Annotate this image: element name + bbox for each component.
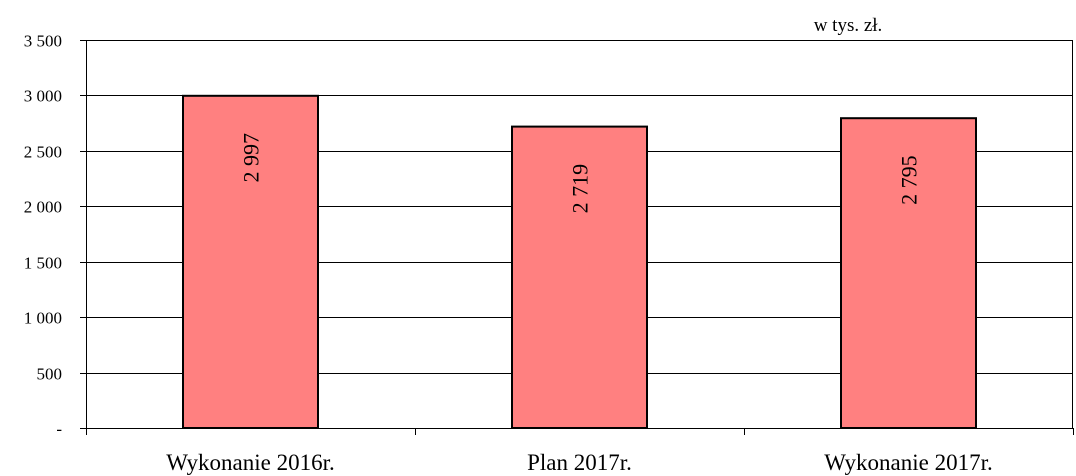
bar-value-label: 2 795 — [897, 155, 922, 205]
bars — [182, 94, 977, 430]
y-tick-label: 2 000 — [24, 198, 62, 217]
y-tick-label: 1 500 — [24, 254, 62, 273]
y-tick-label: 2 500 — [24, 143, 62, 162]
axes — [86, 40, 1074, 435]
bar-value-label: 2 997 — [239, 133, 264, 183]
bar — [511, 125, 648, 429]
y-tick-label: 1 000 — [24, 309, 62, 328]
y-tick-label: 500 — [37, 365, 63, 384]
unit-label: w tys. zł. — [814, 15, 883, 36]
y-tick-label: 3 500 — [24, 32, 62, 51]
bar-value-label: 2 719 — [568, 164, 593, 214]
data-labels: 2 997 2 719 2 795 — [239, 133, 922, 213]
x-category-label: Wykonanie 2016r. — [166, 450, 335, 475]
x-axis-labels: Wykonanie 2016r. Plan 2017r. Wykonanie 201… — [166, 450, 993, 475]
x-category-label: Plan 2017r. — [527, 450, 632, 475]
y-tick-label: 3 000 — [24, 87, 62, 106]
y-tick-label: - — [56, 420, 62, 439]
y-axis-ticks: - 500 1 000 1 500 2 000 2 500 3 000 3 500 — [24, 32, 86, 439]
bar — [840, 117, 977, 429]
x-category-label: Wykonanie 2017r. — [824, 450, 993, 475]
